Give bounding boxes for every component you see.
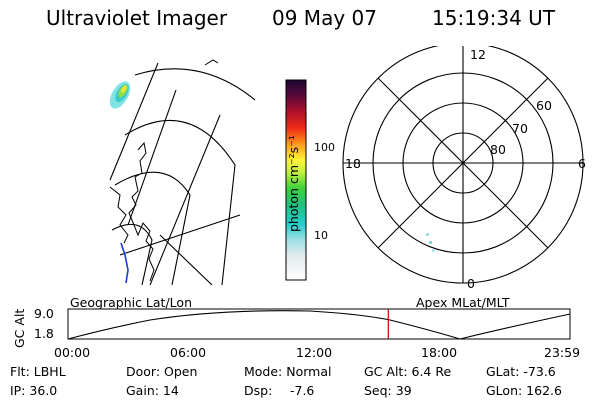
polar-mlt-18: 18	[345, 156, 361, 171]
seq-info: Seq: 39	[364, 383, 412, 398]
dsp-label: Dsp:	[244, 383, 273, 398]
colorbar-tick-10: 10	[314, 229, 328, 242]
polar-mlt-12: 12	[470, 47, 486, 62]
time-label: 15:19:34 UT	[432, 6, 556, 30]
polar-lat-70: 70	[512, 121, 528, 136]
gain-info: Gain: 14	[126, 383, 179, 398]
filter-info: Flt: LBHL	[10, 364, 66, 379]
timeline-xtick-1800: 18:00	[421, 345, 458, 360]
timeline-xtick-1200: 12:00	[296, 345, 333, 360]
dsp-value: -7.6	[290, 383, 315, 398]
polar-lat-60: 60	[536, 98, 552, 113]
geographic-map	[109, 59, 256, 285]
polar-mlt-0: 0	[467, 276, 475, 291]
glon-info: GLon: 162.6	[486, 383, 562, 398]
ip-info: IP: 36.0	[10, 383, 58, 398]
gc-alt-info: GC Alt: 6.4 Re	[364, 364, 452, 379]
timeline-ytick-low: 1.8	[34, 326, 54, 341]
altitude-timeline	[67, 308, 571, 340]
colorbar-label: photon cm⁻²s⁻¹	[286, 135, 301, 232]
colorbar-tick-100: 100	[314, 141, 335, 154]
colorbar	[285, 79, 307, 281]
timeline-xtick-2359: 23:59	[544, 345, 581, 360]
polar-plot	[342, 46, 584, 284]
timeline-xtick-0600: 06:00	[170, 345, 207, 360]
polar-lat-80: 80	[490, 142, 506, 157]
timeline-left-label: Geographic Lat/Lon	[70, 295, 192, 310]
timeline-xtick-0000: 00:00	[54, 345, 91, 360]
mode-info: Mode: Normal	[244, 364, 332, 379]
door-info: Door: Open	[126, 364, 198, 379]
timeline-axis-title: GC Alt	[12, 308, 27, 348]
instrument-title: Ultraviolet Imager	[46, 6, 228, 30]
date-label: 09 May 07	[272, 6, 377, 30]
glat-info: GLat: -73.6	[486, 364, 556, 379]
timeline-right-label: Apex MLat/MLT	[416, 295, 510, 310]
timeline-ytick-high: 9.0	[34, 306, 54, 321]
polar-mlt-6: 6	[578, 156, 586, 171]
